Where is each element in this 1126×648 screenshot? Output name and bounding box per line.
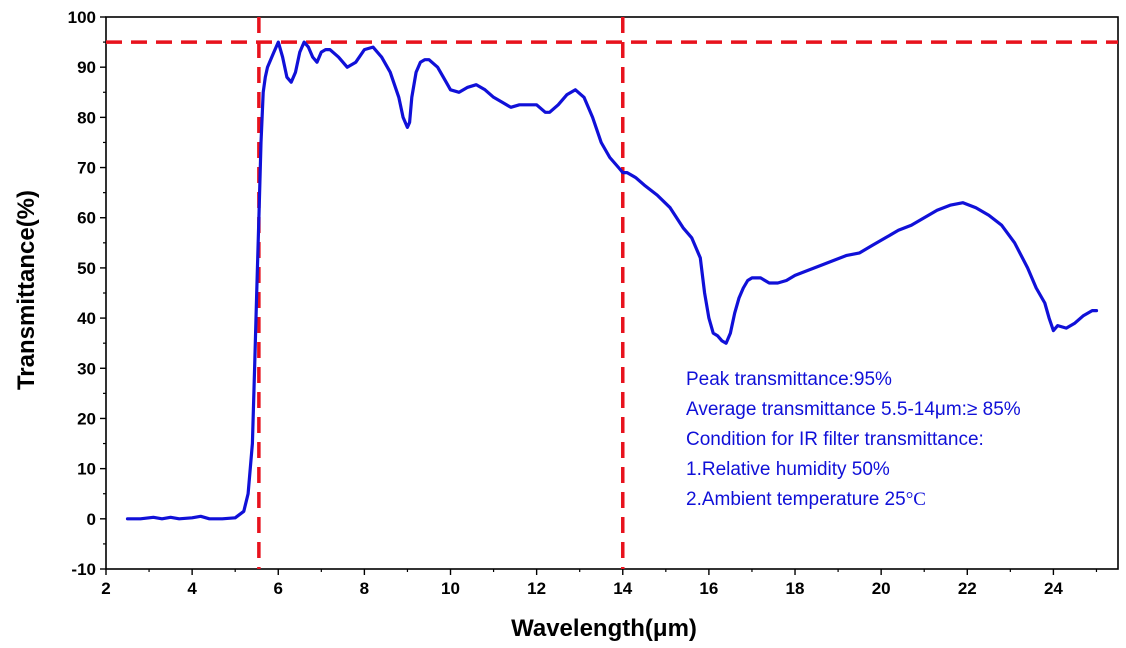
annotation-temperature-unit: °C xyxy=(906,489,926,510)
y-tick-label: 20 xyxy=(77,409,96,428)
y-tick-label: 90 xyxy=(77,58,96,77)
x-tick-label: 2 xyxy=(101,579,110,598)
x-tick-label: 22 xyxy=(958,579,977,598)
x-tick-label: 12 xyxy=(527,579,546,598)
x-tick-label: 10 xyxy=(441,579,460,598)
y-tick-label: -10 xyxy=(71,560,96,579)
x-tick-label: 24 xyxy=(1044,579,1063,598)
y-tick-label: 60 xyxy=(77,209,96,228)
annotation-humidity: 1.Relative humidity 50% xyxy=(686,459,890,480)
reference-lines-group xyxy=(106,17,1118,569)
y-tick-label: 0 xyxy=(87,510,96,529)
annotation-temperature: 2.Ambient temperature 25°C xyxy=(686,489,926,510)
y-tick-label: 70 xyxy=(77,159,96,178)
annotation-average: Average transmittance 5.5-14μm:≥ 85% xyxy=(686,399,1021,420)
series-group xyxy=(125,40,1099,521)
y-tick-label: 10 xyxy=(77,460,96,479)
y-tick-label: 40 xyxy=(77,309,96,328)
x-tick-label: 8 xyxy=(360,579,369,598)
y-tick-label: 100 xyxy=(68,8,96,27)
x-tick-label: 16 xyxy=(699,579,718,598)
annotation-peak: Peak transmittance:95% xyxy=(686,369,892,390)
annotation-block: Peak transmittance:95% Average transmitt… xyxy=(686,369,1021,510)
y-tick-label: 50 xyxy=(77,259,96,278)
x-tick-label: 20 xyxy=(872,579,891,598)
x-axis-title: Wavelength(μm) xyxy=(511,615,697,642)
transmittance-series-line xyxy=(125,40,1099,521)
x-tick-label: 4 xyxy=(187,579,197,598)
x-tick-label: 6 xyxy=(274,579,283,598)
y-axis-title: Transmittance(%) xyxy=(13,190,40,390)
annotation-condition: Condition for IR filter transmittance: xyxy=(686,429,984,450)
x-tick-label: 18 xyxy=(786,579,805,598)
y-tick-label: 80 xyxy=(77,108,96,127)
ticks-group: 2 4 6 8 10 12 14 16 18 20 22 24-1001020304050607080… xyxy=(68,8,1098,598)
annotation-temperature-text: 2.Ambient temperature 25 xyxy=(686,489,906,510)
y-tick-label: 30 xyxy=(77,359,96,378)
x-tick-label: 14 xyxy=(613,579,632,598)
